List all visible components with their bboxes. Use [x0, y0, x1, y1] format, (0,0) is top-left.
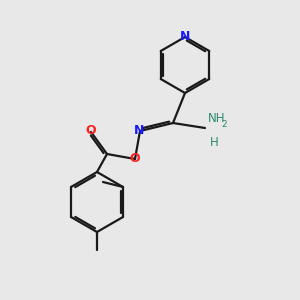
Text: NH: NH	[208, 112, 226, 125]
Text: 2: 2	[221, 120, 226, 129]
Text: N: N	[180, 31, 190, 44]
Text: N: N	[134, 124, 144, 137]
Text: O: O	[86, 124, 96, 137]
Text: O: O	[130, 152, 140, 166]
Text: H: H	[210, 136, 219, 149]
